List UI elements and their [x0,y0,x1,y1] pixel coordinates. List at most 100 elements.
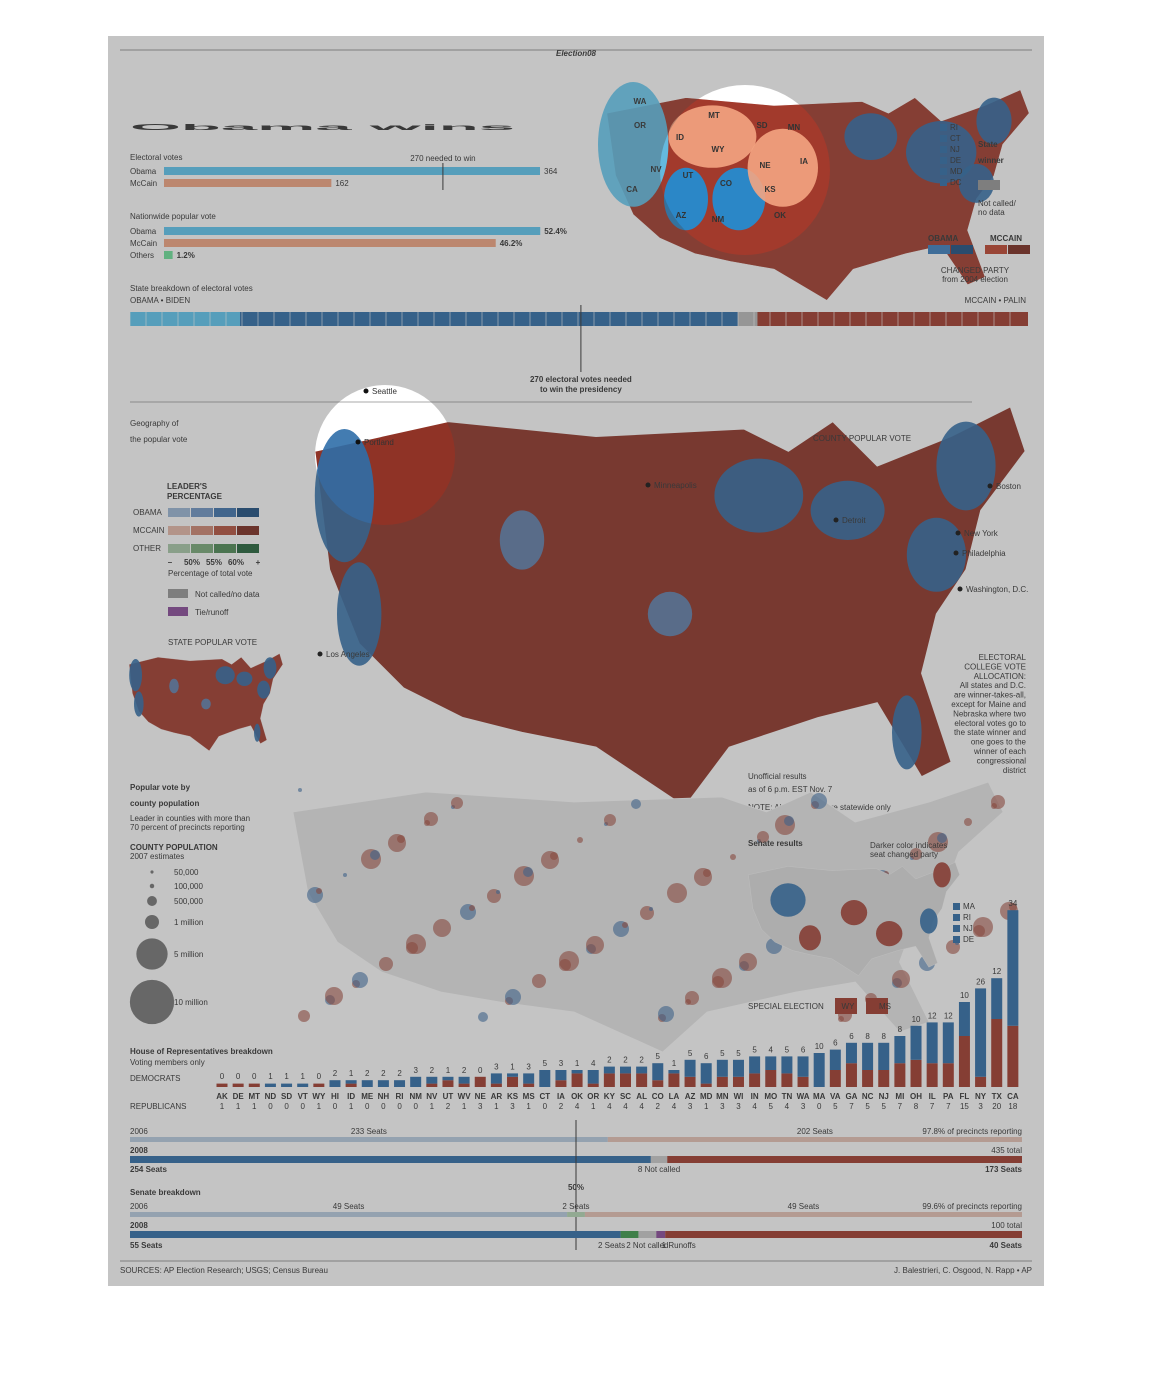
small-state-box [953,903,960,910]
city-dot [957,586,963,592]
dem-label: 2 [623,1056,628,1065]
rep-bar [781,1073,793,1087]
county-bubble [649,907,653,911]
rep-label: 0 [284,1102,289,1111]
seat-label: 8 Not called [638,1165,680,1174]
state-label: SD [281,1092,292,1101]
legend-label: OTHER [133,544,161,553]
dem-label: 5 [543,1059,548,1068]
dem-label: 2 [430,1066,435,1075]
size-legend-circle [129,979,175,1025]
state-label: KS [507,1092,519,1101]
small-state-label: DE [950,156,961,165]
rep-label: 5 [882,1102,887,1111]
legend-swatch [191,544,213,553]
special-box [835,998,857,1014]
seat-bar [567,1212,585,1217]
dem-label: 6 [704,1052,709,1061]
dem-bar [732,1059,744,1077]
county-bubble [433,919,451,937]
dem-label: 5 [720,1049,725,1058]
dem-label: 1 [284,1072,289,1081]
dem-label: 1 [268,1072,273,1081]
legend-label: Not called/ [978,199,1017,208]
county-bubble [892,970,910,988]
seat-label: 233 Seats [351,1127,387,1136]
state-label: MT [248,1092,260,1101]
dem-label: 26 [976,977,985,986]
total-label: 100 total [991,1221,1022,1230]
dem-label: 12 [928,1011,937,1020]
city-label: Minneapolis [654,481,697,490]
dem-bar [765,1056,777,1070]
dem-bar [281,1083,293,1087]
county-bubble [523,867,533,877]
dem-label: 2 [365,1069,370,1078]
county-bubble [532,974,546,988]
state-label: FL [960,1092,970,1101]
rep-label: 2 [446,1102,451,1111]
county-bubble [451,797,463,809]
seat-bar [607,1137,1022,1142]
legend-label: CHANGED PARTY [941,266,1010,275]
county-bubble [784,816,794,826]
dem-label: 8 [898,1025,903,1034]
allocation-text: electoral votes go to [954,719,1026,728]
section-title: State breakdown of electoral votes [130,284,253,293]
county-bubble [370,850,380,860]
dem-bar [490,1073,502,1084]
county-bubble [505,989,521,1005]
rep-bar [426,1083,438,1087]
legend-title: winner [977,156,1004,165]
dem-bar [878,1042,890,1070]
region [906,517,966,592]
credits: J. Balestrieri, C. Osgood, N. Rapp • AP [894,1266,1032,1275]
state-label: NV [426,1092,438,1101]
region [647,591,693,637]
city-dot [363,388,369,394]
region [844,113,898,160]
dem-bar [394,1080,406,1087]
state-label: ID [347,1092,355,1101]
map-title: COUNTY POPULAR VOTE [813,434,911,443]
small-state-label: NJ [950,145,960,154]
state-label: RI [396,1092,404,1101]
threshold-note: to win the presidency [540,385,622,394]
state-label: SC [620,1092,631,1101]
county-bubble [739,953,757,971]
dem-label: 34 [1008,899,1017,908]
seat-label: 254 Seats [130,1165,167,1174]
dem-bar [829,1049,841,1070]
rep-label: 3 [478,1102,483,1111]
small-state-box [940,157,947,164]
dem-label: 1 [349,1069,354,1078]
dem-label: 3 [494,1062,499,1071]
rep-bar [797,1076,809,1087]
state-label: NM [409,1092,422,1101]
dem-label: 6 [849,1032,854,1041]
county-bubble [550,852,558,860]
year-label: 2008 [130,1221,148,1230]
rep-label: 7 [946,1102,951,1111]
dem-bar [603,1066,615,1074]
rep-label: 0 [333,1102,338,1111]
dem-label: 4 [591,1059,596,1068]
rep-bar [732,1076,744,1087]
state-label: MD [700,1092,713,1101]
legend-label: OBAMA [928,234,958,243]
value-label: 52.4% [544,227,567,236]
city-label: Portland [364,438,394,447]
special-box [866,998,888,1014]
county-bubble [298,788,302,792]
state-label: WI [734,1092,744,1101]
rep-bar [668,1073,680,1087]
rep-label: 1 [591,1102,596,1111]
allocation-text: congressional [977,756,1027,765]
county-bubble [712,968,732,988]
rep-label: 4 [623,1102,628,1111]
section-title: county population [130,799,199,808]
dem-bar [361,1080,373,1087]
rep-label: 1 [704,1102,709,1111]
dem-bar [749,1056,761,1074]
map-state-label: NM [712,215,725,224]
